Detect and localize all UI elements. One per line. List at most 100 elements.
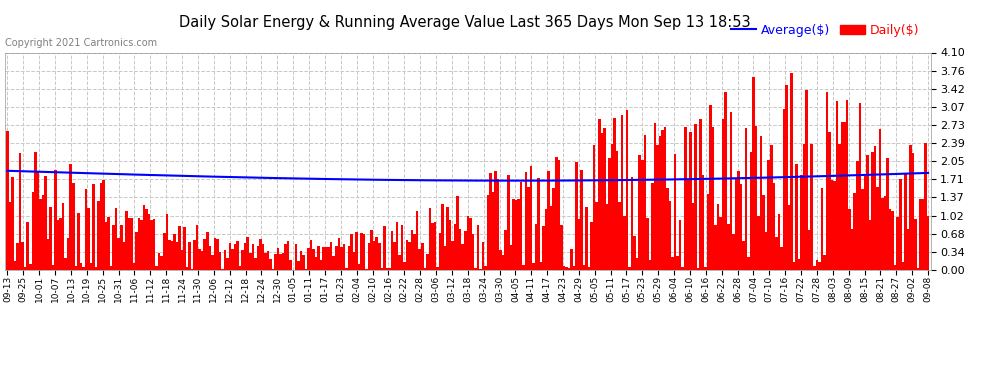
Bar [211,255,214,270]
Bar [510,244,512,270]
Bar [684,128,686,270]
Bar [431,223,434,270]
Bar [834,181,836,270]
Bar [346,268,347,270]
Bar [520,182,522,270]
Bar [856,161,858,270]
Bar [360,233,362,270]
Bar [583,265,585,270]
Bar [540,262,543,270]
Bar [874,146,876,270]
Bar [378,243,380,270]
Bar [476,225,479,270]
Bar [459,229,461,270]
Bar [499,250,502,270]
Bar [138,218,141,270]
Bar [871,152,874,270]
Bar [922,199,925,270]
Bar [45,176,47,270]
Bar [39,199,42,270]
Bar [123,242,125,270]
Bar [69,164,72,270]
Bar [757,216,760,270]
Bar [437,267,439,270]
Bar [340,248,343,270]
Bar [646,218,648,270]
Bar [289,260,292,270]
Bar [920,199,922,270]
Bar [543,226,545,270]
Bar [251,244,254,270]
Bar [325,247,328,270]
Bar [54,170,56,270]
Bar [79,263,82,270]
Bar [575,162,578,270]
Bar [689,132,692,270]
Bar [927,216,930,270]
Bar [163,233,165,270]
Bar [434,222,437,270]
Bar [282,253,284,270]
Bar [653,123,656,270]
Bar [760,136,762,270]
Bar [74,267,77,270]
Bar [909,145,912,270]
Bar [107,217,110,270]
Bar [448,219,451,270]
Bar [894,265,897,270]
Bar [497,178,499,270]
Bar [261,244,264,270]
Bar [505,230,507,270]
Bar [886,159,889,270]
Bar [555,157,557,270]
Bar [320,260,323,270]
Bar [237,241,239,270]
Bar [72,183,74,270]
Bar [709,105,712,270]
Bar [914,219,917,270]
Bar [535,224,538,270]
Bar [651,183,653,270]
Bar [64,258,67,270]
Bar [256,246,259,270]
Bar [492,192,494,270]
Bar [552,188,555,270]
Bar [419,249,421,270]
Bar [373,242,375,270]
Bar [780,247,783,270]
Bar [333,256,335,270]
Bar [831,180,834,270]
Bar [120,225,123,270]
Bar [544,209,547,270]
Bar [133,263,136,270]
Bar [307,248,310,270]
Bar [767,160,770,270]
Bar [426,254,429,270]
Bar [783,109,785,270]
Bar [56,220,59,270]
Bar [740,184,742,270]
Bar [451,241,453,270]
Bar [368,243,370,270]
Bar [738,171,740,270]
Bar [717,204,720,270]
Bar [858,104,861,270]
Bar [795,164,798,270]
Bar [221,269,224,270]
Bar [694,124,697,270]
Bar [439,233,442,270]
Bar [42,195,45,270]
Bar [841,122,843,270]
Bar [777,214,780,270]
Bar [315,257,317,270]
Bar [634,236,636,270]
Bar [328,246,330,270]
Bar [300,251,302,270]
Bar [50,207,51,270]
Bar [317,246,320,270]
Bar [352,252,355,270]
Bar [229,243,232,270]
Bar [234,244,237,270]
Bar [198,249,201,270]
Bar [715,225,717,270]
